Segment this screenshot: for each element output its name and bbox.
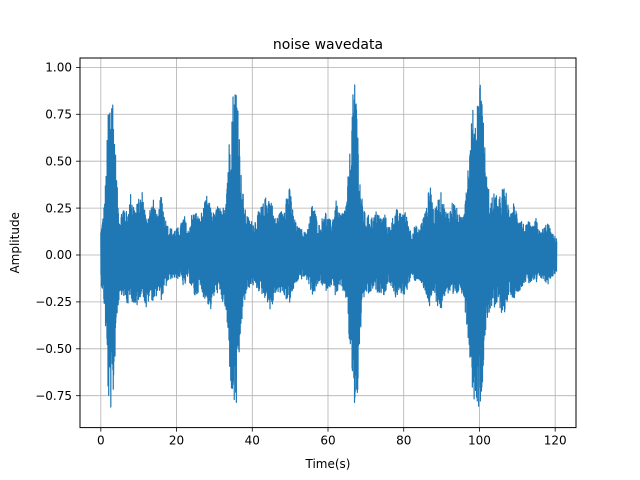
series-layer [100, 84, 558, 408]
x-tick-label: 80 [396, 434, 411, 448]
chart-title: noise wavedata [273, 37, 383, 53]
y-tick-label: 0.50 [45, 154, 72, 168]
y-tick-label: −0.25 [35, 295, 72, 309]
plot-layer [100, 84, 558, 408]
x-tick-label: 120 [544, 434, 567, 448]
x-tick-label: 60 [320, 434, 335, 448]
x-tick-label: 20 [169, 434, 184, 448]
y-tick-label: −0.75 [35, 389, 72, 403]
axis-ticks: 0 20 40 60 80 100 120 −0.75 −0.50 −0.25 0.00 0.25 0.… [35, 61, 566, 448]
y-tick-label: −0.50 [35, 342, 72, 356]
y-tick-label: 0.75 [45, 107, 72, 121]
x-tick-label: 100 [468, 434, 491, 448]
series-line [100, 84, 558, 408]
y-tick-label: 0.25 [45, 201, 72, 215]
x-axis-title: Time(s) [305, 457, 351, 471]
y-axis-title: Amplitude [8, 212, 22, 273]
x-tick-label: 40 [245, 434, 260, 448]
x-tick-label: 0 [97, 434, 105, 448]
y-tick-label: 1.00 [45, 61, 72, 75]
y-tick-label: 0.00 [45, 248, 72, 262]
